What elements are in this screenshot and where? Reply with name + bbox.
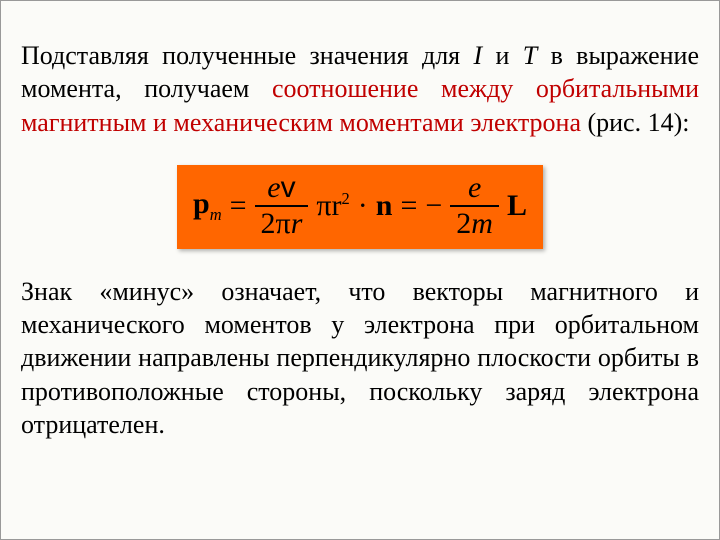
frac1: ev 2πr — [255, 171, 309, 241]
lhs: pm — [193, 187, 222, 225]
eq1: = — [230, 189, 247, 223]
minus: − — [425, 189, 442, 223]
frac1-den: 2πr — [255, 207, 309, 241]
p1-mid1: и — [482, 41, 523, 70]
L-vec: L — [507, 189, 527, 223]
frac1-den-2pi: 2π — [261, 207, 291, 240]
lhs-sub: m — [210, 205, 222, 224]
frac1-num: ev — [261, 171, 301, 205]
eq2: = — [400, 189, 417, 223]
frac2-den-m: m — [471, 207, 493, 240]
n-vec: n — [376, 189, 393, 223]
dot: · — [358, 189, 368, 223]
frac2-den-2: 2 — [456, 207, 471, 240]
pi-r: πr — [316, 189, 341, 222]
frac2-num: e — [462, 171, 487, 205]
intro-paragraph: Подставляя полученные значения для I и T… — [21, 39, 699, 139]
frac1-den-r: r — [291, 207, 303, 240]
frac1-num-v: v — [281, 171, 296, 204]
formula-row: pm = ev 2πr πr2 · n = — [193, 171, 527, 241]
p1-prefix: Подставляя полученные значения для — [21, 41, 473, 70]
frac2: e 2m — [450, 171, 499, 241]
p1-var-T: T — [523, 41, 537, 70]
exp2: 2 — [342, 189, 350, 208]
frac2-den: 2m — [450, 207, 499, 241]
lhs-p: p — [193, 187, 210, 220]
formula-box: pm = ev 2πr πr2 · n = — [177, 165, 543, 249]
formula-container: pm = ev 2πr πr2 · n = — [21, 165, 699, 249]
explanation-paragraph: Знак «минус» означает, что векторы магни… — [21, 275, 699, 441]
slide-page: { "paragraph1": { "prefix": "Подставляя … — [0, 0, 720, 540]
pi-r-sq: πr2 — [316, 189, 349, 223]
p1-var-I: I — [473, 41, 482, 70]
p1-suffix: (рис. 14): — [581, 108, 690, 137]
frac1-num-e: e — [267, 171, 280, 204]
